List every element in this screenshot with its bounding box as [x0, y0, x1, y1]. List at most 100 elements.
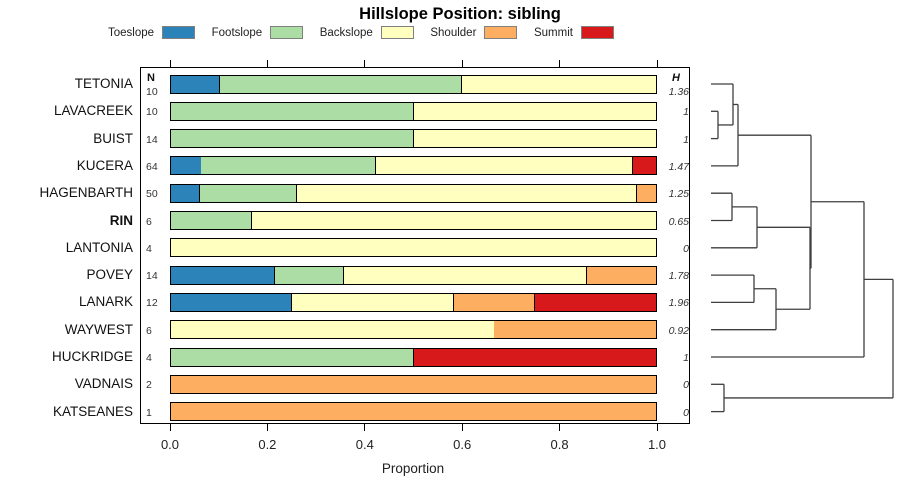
axis-tick-top: [559, 60, 561, 67]
h-value: 1.25: [668, 188, 689, 201]
row-label: KUCERA: [76, 157, 133, 173]
row-label: VADNAIS: [74, 376, 133, 392]
h-value: 0: [683, 379, 689, 392]
row-label: HUCKRIDGE: [51, 349, 133, 364]
bar-segment-footslope: [171, 130, 414, 148]
h-value: 1: [683, 133, 689, 146]
axis-tick-bottom: [364, 424, 366, 431]
segment-divider: [412, 348, 415, 366]
bar-segment-backslope: [344, 266, 587, 284]
bar-segment-backslope: [462, 75, 656, 93]
bar-segment-toeslope: [171, 184, 201, 202]
stacked-bar: [170, 101, 657, 121]
axis-tick-top: [364, 60, 366, 67]
segment-divider: [374, 157, 377, 175]
row-label: POVEY: [86, 267, 133, 283]
bar-segment-backslope: [413, 130, 656, 148]
legend-swatch: [484, 26, 518, 39]
axis-tick-label: 0.8: [550, 437, 569, 452]
bar-segment-shoulder: [586, 266, 656, 284]
legend-label: Backslope: [319, 26, 373, 39]
bar-segment-shoulder: [171, 375, 656, 393]
axis-tick-bottom: [266, 424, 268, 431]
axis-tick-label: 1.0: [647, 437, 667, 452]
row-label: LAVACREEK: [53, 103, 133, 119]
axis-tick-top: [461, 60, 463, 67]
bar-segment-shoulder: [171, 403, 656, 421]
n-value: 50: [146, 188, 158, 201]
row-label: BUIST: [93, 130, 133, 146]
row-label: LANARK: [78, 294, 133, 310]
n-value: 1: [146, 406, 152, 419]
h-value: 1.47: [668, 160, 689, 173]
stacked-bar: [170, 374, 657, 394]
row-label: TETONIA: [74, 76, 133, 91]
axis-tick-label: 0.6: [453, 437, 472, 452]
legend-item: Footslope: [212, 26, 304, 39]
bar-segment-summit: [633, 157, 656, 175]
n-value: 14: [146, 133, 158, 146]
n-column-header: N: [147, 72, 155, 84]
bar-segment-shoulder: [494, 321, 656, 339]
stacked-bar: [170, 402, 657, 422]
segment-divider: [291, 293, 294, 311]
row-label: WAYWEST: [64, 321, 133, 337]
legend-swatch: [580, 26, 614, 39]
h-value: 0.65: [668, 215, 689, 228]
axis-tick-label: 0.4: [355, 437, 374, 452]
axis-tick-bottom: [169, 424, 171, 431]
bar-segment-toeslope: [171, 75, 220, 93]
stacked-bar: [170, 320, 657, 340]
bar-segment-summit: [534, 293, 656, 311]
n-value: 12: [146, 297, 158, 310]
segment-divider: [461, 75, 463, 93]
bar-segment-shoulder: [636, 184, 656, 202]
plot-area: [140, 67, 690, 424]
segment-divider: [412, 102, 415, 120]
n-value: 6: [146, 215, 152, 228]
legend-swatch: [270, 26, 304, 39]
row-label: KATSEANES: [52, 403, 133, 419]
bar-segment-toeslope: [171, 266, 275, 284]
bar-segment-footslope: [200, 184, 298, 202]
stacked-bar: [170, 292, 657, 312]
h-value: 1.36: [668, 86, 689, 98]
axis-tick-label: 0.2: [258, 437, 277, 452]
legend-label: Footslope: [211, 26, 263, 39]
bar-segment-backslope: [171, 239, 656, 257]
h-value: 1.96: [668, 297, 689, 310]
n-value: 14: [146, 270, 158, 283]
axis-tick-top: [656, 60, 658, 67]
axis-tick-label: 0.0: [160, 437, 180, 452]
segment-divider: [533, 293, 536, 311]
axis-tick-top: [169, 60, 171, 67]
bar-segment-footslope: [201, 157, 376, 175]
h-value: 0.92: [668, 324, 689, 337]
bar-segment-summit: [413, 348, 656, 366]
h-value: 1: [683, 106, 689, 119]
bar-segment-toeslope: [171, 293, 293, 311]
segment-divider: [632, 157, 635, 175]
h-column-header: H: [672, 72, 680, 84]
n-value: 64: [146, 160, 158, 173]
bar-segment-backslope: [292, 293, 454, 311]
h-value: 0: [683, 406, 689, 419]
n-value: 10: [146, 106, 158, 119]
h-value: 1: [683, 352, 689, 364]
stacked-bar: [170, 156, 657, 176]
n-value: 4: [146, 352, 152, 364]
legend-swatch: [380, 26, 414, 39]
bar-segment-footslope: [171, 212, 252, 229]
bar-segment-footslope: [171, 102, 414, 120]
stacked-bar: [170, 347, 657, 367]
legend-item: Backslope: [320, 26, 414, 39]
n-value: 4: [146, 242, 152, 255]
legend-item: Shoulder: [430, 26, 518, 39]
segment-divider: [218, 75, 221, 93]
stacked-bar: [170, 265, 657, 285]
h-value: 0: [683, 242, 689, 255]
legend-swatch: [162, 26, 196, 39]
segment-divider: [200, 157, 203, 175]
